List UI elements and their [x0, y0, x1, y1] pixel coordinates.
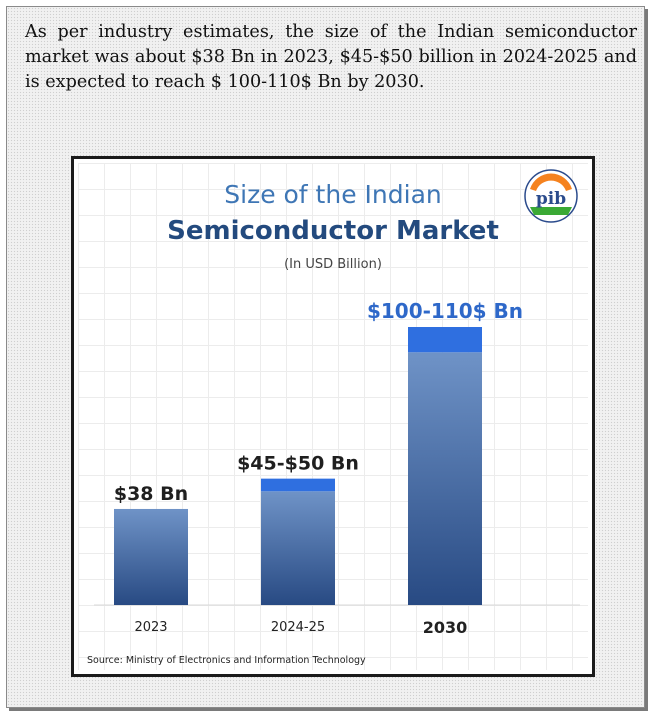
- intro-paragraph: As per industry estimates, the size of t…: [25, 22, 637, 92]
- bar-chart: $38 Bn $45-$50 Bn $100-110$ Bn 2023 2024-25…: [94, 299, 580, 637]
- value-label-2023: $38 Bn: [114, 483, 188, 505]
- svg-text:pib: pib: [536, 189, 566, 209]
- bar-2024-25: [261, 491, 335, 605]
- bar-range-2024-25: [261, 478, 335, 492]
- chart-title-line2: Semiconductor Market: [167, 216, 499, 246]
- pib-logo-icon: pib: [524, 169, 578, 223]
- x-tick-2024-25: 2024-25: [271, 620, 325, 635]
- chart-card: Size of the Indian Semiconductor Market …: [71, 156, 595, 677]
- source-note: Source: Ministry of Electronics and Info…: [87, 655, 366, 666]
- bar-range-2030: [408, 327, 482, 353]
- bar-2030: [408, 352, 482, 605]
- chart-title-line1: Size of the Indian: [224, 180, 442, 209]
- chart-subtitle: (In USD Billion): [284, 257, 382, 272]
- value-label-2024-25: $45-$50 Bn: [237, 453, 359, 475]
- content-panel: As per industry estimates, the size of t…: [6, 6, 645, 708]
- bar-2023: [114, 508, 188, 605]
- x-tick-2023: 2023: [134, 620, 167, 635]
- value-label-2030: $100-110$ Bn: [367, 299, 523, 323]
- x-tick-2030: 2030: [423, 618, 468, 637]
